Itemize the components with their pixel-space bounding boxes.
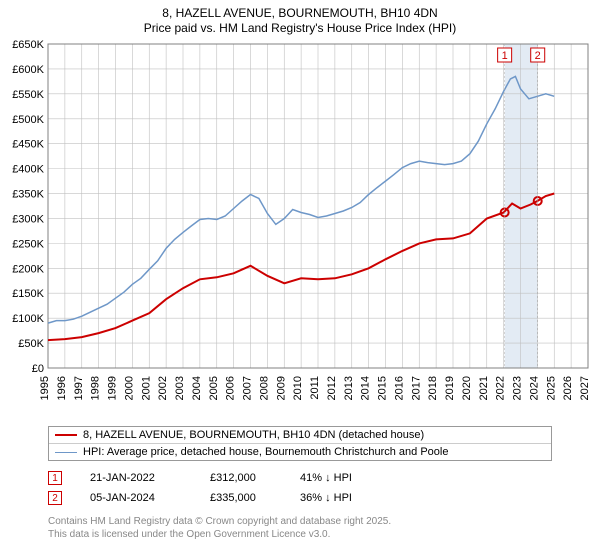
svg-text:£650K: £650K <box>12 39 44 51</box>
svg-text:2005: 2005 <box>208 376 220 400</box>
legend-row-hpi: HPI: Average price, detached house, Bour… <box>49 443 551 460</box>
svg-text:£450K: £450K <box>12 139 44 151</box>
legend-row-price-paid: 8, HAZELL AVENUE, BOURNEMOUTH, BH10 4DN … <box>49 427 551 443</box>
svg-text:1998: 1998 <box>90 376 102 400</box>
svg-text:2001: 2001 <box>140 376 152 400</box>
svg-text:£100K: £100K <box>12 313 44 325</box>
sale-marker-box-2: 2 <box>48 491 62 505</box>
svg-text:2027: 2027 <box>579 376 591 400</box>
sale-date-1: 21-JAN-2022 <box>90 472 210 484</box>
svg-text:1999: 1999 <box>107 376 119 400</box>
svg-text:£600K: £600K <box>12 64 44 76</box>
sale-row-1: 1 21-JAN-2022 £312,000 41% ↓ HPI <box>48 468 390 488</box>
footnote-line-1: Contains HM Land Registry data © Crown c… <box>48 516 391 529</box>
svg-text:£350K: £350K <box>12 189 44 201</box>
sales-table: 1 21-JAN-2022 £312,000 41% ↓ HPI 2 05-JA… <box>48 468 390 508</box>
chart-title: 8, HAZELL AVENUE, BOURNEMOUTH, BH10 4DN … <box>0 0 600 36</box>
svg-text:2023: 2023 <box>512 376 524 400</box>
sale-hpi-1: 41% ↓ HPI <box>300 472 390 484</box>
legend-label-price-paid: 8, HAZELL AVENUE, BOURNEMOUTH, BH10 4DN … <box>83 429 424 441</box>
title-line-1: 8, HAZELL AVENUE, BOURNEMOUTH, BH10 4DN <box>0 6 600 21</box>
svg-text:2000: 2000 <box>123 376 135 400</box>
legend: 8, HAZELL AVENUE, BOURNEMOUTH, BH10 4DN … <box>48 426 552 461</box>
sale-price-1: £312,000 <box>210 472 300 484</box>
svg-text:2004: 2004 <box>191 376 203 400</box>
svg-text:2013: 2013 <box>343 376 355 400</box>
svg-text:2025: 2025 <box>545 376 557 400</box>
svg-text:£200K: £200K <box>12 263 44 275</box>
sale-date-2: 05-JAN-2024 <box>90 492 210 504</box>
svg-text:2010: 2010 <box>292 376 304 400</box>
chart-svg: £0 £50K £100K £150K £200K £250K £300K £350K £400… <box>0 38 600 420</box>
svg-text:£250K: £250K <box>12 238 44 250</box>
svg-text:2008: 2008 <box>258 376 270 400</box>
sale-price-2: £335,000 <box>210 492 300 504</box>
legend-swatch-hpi <box>55 452 77 453</box>
svg-text:£400K: £400K <box>12 164 44 176</box>
svg-text:2014: 2014 <box>360 376 372 400</box>
footnote: Contains HM Land Registry data © Crown c… <box>48 516 391 541</box>
svg-text:2003: 2003 <box>174 376 186 400</box>
chart-area: £0 £50K £100K £150K £200K £250K £300K £350K £400… <box>0 38 600 420</box>
svg-text:1995: 1995 <box>39 376 51 400</box>
svg-text:£500K: £500K <box>12 114 44 126</box>
svg-text:£300K: £300K <box>12 213 44 225</box>
svg-text:2021: 2021 <box>478 376 490 400</box>
svg-text:2019: 2019 <box>444 376 456 400</box>
svg-text:2024: 2024 <box>528 376 540 400</box>
svg-text:£150K: £150K <box>12 288 44 300</box>
svg-text:2026: 2026 <box>562 376 574 400</box>
svg-text:£50K: £50K <box>18 338 44 350</box>
svg-text:£550K: £550K <box>12 89 44 101</box>
svg-text:2016: 2016 <box>393 376 405 400</box>
svg-text:2012: 2012 <box>326 376 338 400</box>
legend-swatch-price-paid <box>55 434 77 436</box>
svg-text:1996: 1996 <box>56 376 68 400</box>
legend-label-hpi: HPI: Average price, detached house, Bour… <box>83 446 448 458</box>
footnote-line-2: This data is licensed under the Open Gov… <box>48 529 391 542</box>
svg-text:2017: 2017 <box>410 376 422 400</box>
svg-text:1: 1 <box>502 50 508 62</box>
svg-text:2007: 2007 <box>242 376 254 400</box>
svg-text:2006: 2006 <box>225 376 237 400</box>
title-line-2: Price paid vs. HM Land Registry's House … <box>0 21 600 36</box>
svg-text:2022: 2022 <box>495 376 507 400</box>
svg-text:2009: 2009 <box>275 376 287 400</box>
sale-hpi-2: 36% ↓ HPI <box>300 492 390 504</box>
svg-text:1997: 1997 <box>73 376 85 400</box>
svg-text:2: 2 <box>535 50 541 62</box>
svg-text:£0: £0 <box>32 363 44 375</box>
sale-marker-box-1: 1 <box>48 471 62 485</box>
svg-text:2002: 2002 <box>157 376 169 400</box>
svg-text:2011: 2011 <box>309 376 321 400</box>
sale-row-2: 2 05-JAN-2024 £335,000 36% ↓ HPI <box>48 488 390 508</box>
svg-text:2015: 2015 <box>377 376 389 400</box>
svg-text:2020: 2020 <box>461 376 473 400</box>
svg-text:2018: 2018 <box>427 376 439 400</box>
